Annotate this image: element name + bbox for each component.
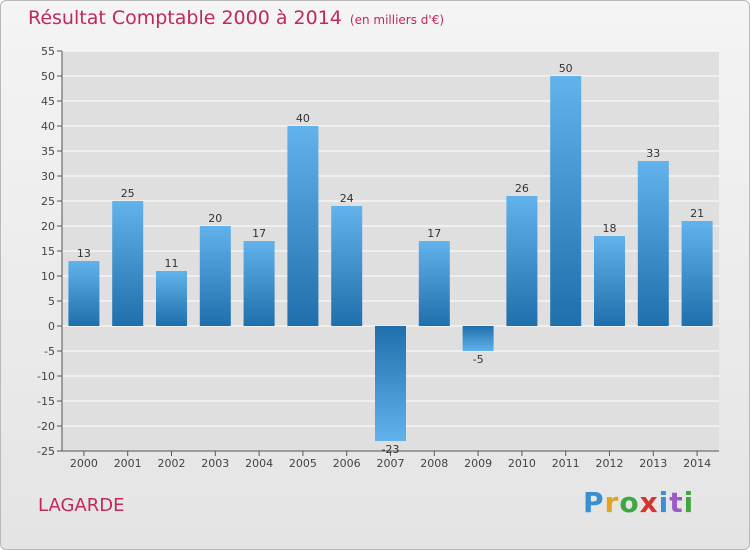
data-label: 40: [296, 112, 310, 125]
y-tick-label: 5: [48, 295, 55, 308]
commune-name: LAGARDE: [38, 495, 125, 516]
bar: [637, 161, 669, 326]
data-label: 21: [690, 207, 704, 220]
y-tick-label: 15: [41, 245, 55, 258]
x-tick-label: 2004: [245, 457, 273, 470]
data-label: 26: [515, 182, 529, 195]
x-tick-label: 2014: [683, 457, 711, 470]
chart-title: Résultat Comptable 2000 à 2014 (en millie…: [28, 7, 444, 29]
logo-letter: P: [583, 486, 605, 519]
x-tick-label: 2000: [70, 457, 98, 470]
data-label: -23: [382, 443, 400, 456]
logo-letter: o: [619, 486, 640, 519]
data-label: -5: [473, 353, 484, 366]
bar: [375, 326, 406, 441]
x-tick-label: 2003: [201, 457, 229, 470]
logo-letter: x: [639, 486, 659, 519]
bar: [506, 196, 538, 326]
x-tick-label: 2002: [158, 457, 186, 470]
x-tick-label: 2012: [596, 457, 624, 470]
x-tick-label: 2011: [552, 457, 580, 470]
x-tick-label: 2006: [333, 457, 361, 470]
data-label: 13: [77, 247, 91, 260]
bar: [287, 126, 319, 326]
logo-letter: i: [683, 486, 695, 519]
chart-subtitle: (en milliers d'€): [349, 13, 445, 27]
bar: [243, 241, 275, 326]
bar: [112, 201, 144, 326]
bar: [331, 206, 363, 326]
y-tick-label: 55: [41, 45, 55, 58]
bar: [199, 226, 231, 326]
data-label: 18: [603, 222, 617, 235]
y-tick-label: -15: [37, 395, 55, 408]
value-labels: 13 25 11 20 17 40 24 -23 17 -5 26 50 18 33 21: [77, 62, 704, 456]
data-label: 17: [252, 227, 266, 240]
data-label: 17: [427, 227, 441, 240]
y-tick-label: 30: [41, 170, 55, 183]
y-tick-label: 45: [41, 95, 55, 108]
x-tick-label: 2013: [639, 457, 667, 470]
data-label: 33: [646, 147, 660, 160]
data-label: 24: [340, 192, 354, 205]
x-tick-label: 2008: [420, 457, 448, 470]
y-tick-label: 20: [41, 220, 55, 233]
y-tick-label: 0: [48, 320, 55, 333]
bar: [462, 326, 494, 351]
y-tick-label: 50: [41, 70, 55, 83]
y-tick-label: -10: [37, 370, 55, 383]
x-tick-label: 2009: [464, 457, 492, 470]
y-tick-label: 40: [41, 120, 55, 133]
data-label: 20: [208, 212, 222, 225]
y-tick-label: -5: [44, 345, 55, 358]
logo-letter: t: [669, 486, 684, 519]
bar: [550, 76, 582, 326]
logo-letter: i: [658, 486, 670, 519]
title-text: Résultat Comptable 2000 à 2014: [28, 7, 342, 29]
axes: -25 -20 -15 -10 -5 0 5 10 15 20 25 30 35 40 45 50 55 2000…: [37, 45, 719, 470]
y-tick-label: 35: [41, 145, 55, 158]
y-tick-label: 25: [41, 195, 55, 208]
bar: [594, 236, 625, 326]
logo-letter: r: [604, 486, 620, 519]
x-tick-label: 2010: [508, 457, 536, 470]
x-tick-label: 2007: [377, 457, 405, 470]
proxiti-logo: Proxiti: [583, 486, 694, 519]
y-tick-label: 10: [41, 270, 55, 283]
bar: [68, 261, 100, 326]
x-tick-label: 2001: [114, 457, 142, 470]
x-tick-label: 2005: [289, 457, 317, 470]
data-label: 11: [165, 257, 179, 270]
y-tick-label: -25: [37, 445, 55, 458]
bar: [156, 271, 187, 326]
bar: [681, 221, 713, 326]
bar: [418, 241, 450, 326]
y-tick-label: -20: [37, 420, 55, 433]
bars: [68, 76, 713, 441]
data-label: 25: [121, 187, 135, 200]
data-label: 50: [559, 62, 573, 75]
